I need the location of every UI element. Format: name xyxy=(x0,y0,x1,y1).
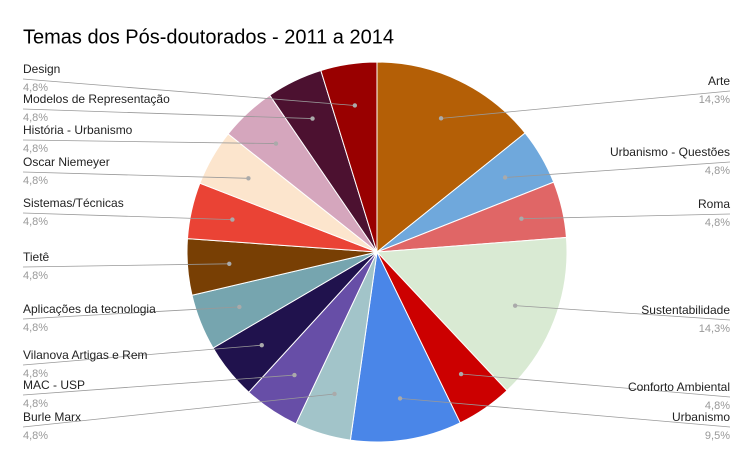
slice-label: Roma xyxy=(698,197,730,211)
slice-label: Sistemas/Técnicas xyxy=(23,196,124,210)
leader-line xyxy=(22,306,240,320)
slice-value-label: 4,8% xyxy=(23,368,48,380)
leader-line xyxy=(515,305,731,321)
leader-line xyxy=(22,212,233,221)
leader-dot xyxy=(512,303,518,308)
slice-label: Urbanismo xyxy=(672,410,730,424)
leader-line xyxy=(441,90,731,119)
slice-label: MAC - USP xyxy=(23,378,85,392)
slice-label: Urbanismo - Questões xyxy=(610,145,730,159)
slice-value-label: 4,8% xyxy=(23,216,48,228)
leader-dot xyxy=(438,116,444,121)
leader-dot xyxy=(397,396,403,401)
slice-value-label: 4,8% xyxy=(23,270,48,282)
leader-line xyxy=(22,393,335,428)
slice-label: História - Urbanismo xyxy=(23,123,133,137)
slice-label: Sustentabilidade xyxy=(641,303,730,317)
leader-dot xyxy=(310,116,315,121)
slice-label: Conforto Ambiental xyxy=(628,380,730,394)
leader-line xyxy=(22,263,230,268)
leader-dot xyxy=(352,103,358,108)
slice-value-label: 4,8% xyxy=(705,165,730,177)
leader-dot xyxy=(332,391,337,397)
slice-label: Aplicações da tecnologia xyxy=(23,302,156,316)
leader-dot xyxy=(458,371,464,377)
leader-line xyxy=(22,344,262,366)
slice-label: Design xyxy=(23,62,60,76)
leader-line xyxy=(22,171,249,179)
slice-label: Tietê xyxy=(23,250,50,264)
slice-value-label: 14,3% xyxy=(699,94,730,106)
leader-dot xyxy=(273,141,279,146)
leader-dot xyxy=(227,261,232,267)
pie-slice xyxy=(349,250,461,443)
leader-line xyxy=(22,139,276,144)
pie-slice xyxy=(375,236,568,392)
leader-line xyxy=(22,374,295,396)
slice-value-label: 4,8% xyxy=(705,400,730,412)
leader-dot xyxy=(502,175,508,180)
leader-line xyxy=(400,397,731,428)
slice-label: Arte xyxy=(708,74,730,88)
slice-label: Oscar Niemeyer xyxy=(23,155,110,169)
slice-value-label: 4,8% xyxy=(705,217,730,229)
slice-label: Vilanova Artigas e Rem xyxy=(23,348,148,362)
slice-value-label: 4,8% xyxy=(23,430,48,442)
chart-title: Temas dos Pós-doutorados - 2011 a 2014 xyxy=(23,26,394,48)
leader-dot xyxy=(237,304,242,310)
slice-value-label: 4,8% xyxy=(23,322,48,334)
leader-line xyxy=(461,373,731,398)
slice-label: Burle Marx xyxy=(23,410,81,424)
leader-line xyxy=(22,78,355,106)
slice-value-label: 4,8% xyxy=(23,398,48,410)
slice-value-label: 4,8% xyxy=(23,175,48,187)
slice-value-label: 9,5% xyxy=(705,430,730,442)
leader-dot xyxy=(230,217,235,222)
leader-dot xyxy=(246,176,251,181)
slice-label: Modelos de Representação xyxy=(23,92,170,106)
leader-dot xyxy=(292,372,297,378)
slice-value-label: 4,8% xyxy=(23,112,48,124)
slice-value-label: 4,8% xyxy=(23,82,48,94)
leader-line xyxy=(22,108,313,119)
leader-dot xyxy=(259,342,264,348)
leader-dot xyxy=(519,216,524,221)
slice-value-label: 4,8% xyxy=(23,143,48,155)
leader-line xyxy=(505,161,731,178)
pie-slice xyxy=(320,61,378,253)
leader-line xyxy=(521,213,731,220)
slice-value-label: 14,3% xyxy=(699,323,730,335)
pie-slice xyxy=(376,61,526,254)
